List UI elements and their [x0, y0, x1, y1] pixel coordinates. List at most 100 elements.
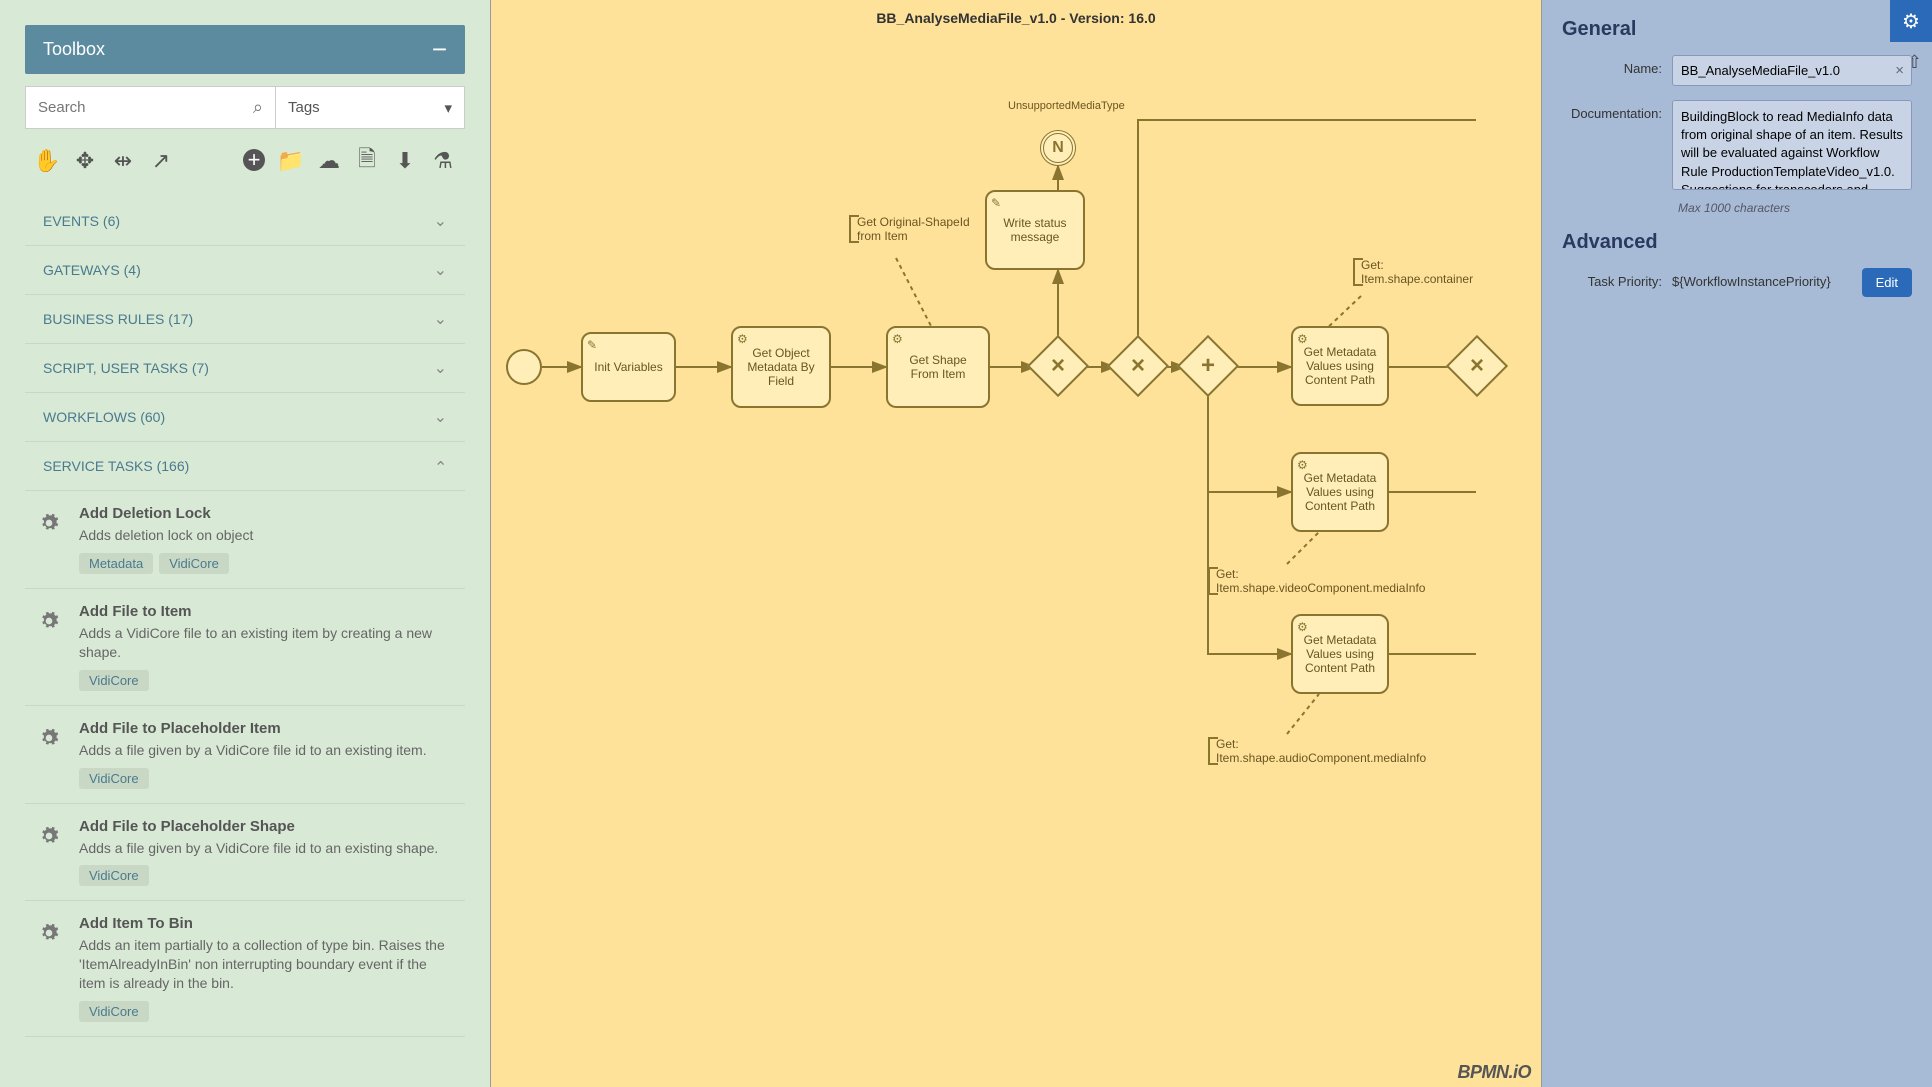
priority-label: Task Priority: [1562, 268, 1662, 289]
section-advanced: Advanced [1562, 231, 1912, 254]
intermediate-event[interactable]: N [1040, 130, 1076, 166]
search-input[interactable] [38, 99, 253, 116]
category-service-tasks[interactable]: SERVICE TASKS (166) ⌄ [25, 442, 465, 491]
x-icon: × [1051, 352, 1065, 380]
edit-button[interactable]: Edit [1862, 268, 1912, 297]
category-label: GATEWAYS (4) [43, 262, 141, 278]
search-input-wrap: ⌕ [25, 86, 275, 129]
move-tool-icon[interactable]: ✥ [73, 149, 97, 173]
canvas-title: BB_AnalyseMediaFile_v1.0 - Version: 16.0 [491, 10, 1541, 26]
task-title: Add Deletion Lock [79, 505, 451, 522]
gear-icon: ⚙ [1297, 620, 1308, 634]
doc-textarea[interactable] [1672, 100, 1912, 190]
task-add-file-to-placeholder-shape[interactable]: Add File to Placeholder Shape Adds a fil… [25, 804, 465, 902]
chevron-down-icon: ⌄ [434, 407, 447, 427]
toolbox-sidebar: Toolbox − ⌕ Tags ▾ ✋ ✥ ⇹ ↗ + 📁 ☁ 🗎 ⬇ ⚗ [0, 0, 490, 1087]
task-add-file-to-item[interactable]: Add File to Item Adds a VidiCore file to… [25, 589, 465, 706]
chevron-down-icon: ⌄ [434, 211, 447, 231]
task-add-deletion-lock[interactable]: Add Deletion Lock Adds deletion lock on … [25, 491, 465, 589]
task-title: Add File to Placeholder Item [79, 720, 451, 737]
gear-icon: ⚙ [1297, 332, 1308, 346]
gear-icon [39, 728, 59, 753]
add-icon[interactable]: + [243, 149, 265, 171]
section-general: General [1562, 18, 1912, 41]
node-label: Write status message [993, 216, 1077, 244]
task-get-metadata-3[interactable]: ⚙ Get Metadata Values using Content Path [1291, 614, 1389, 694]
gear-icon [39, 513, 59, 538]
tags-dropdown[interactable]: Tags ▾ [275, 86, 465, 129]
task-get-metadata-2[interactable]: ⚙ Get Metadata Values using Content Path [1291, 452, 1389, 532]
gateway-edge[interactable]: × [1446, 335, 1508, 397]
search-icon[interactable]: ⌕ [253, 97, 263, 118]
task-get-metadata-1[interactable]: ⚙ Get Metadata Values using Content Path [1291, 326, 1389, 406]
category-events[interactable]: EVENTS (6) ⌄ [25, 197, 465, 246]
gear-icon: ⚙ [1902, 9, 1920, 34]
gear-icon [39, 923, 59, 948]
gear-icon: ⚙ [892, 332, 903, 346]
task-desc: Adds deletion lock on object [79, 526, 451, 545]
category-gateways[interactable]: GATEWAYS (4) ⌄ [25, 246, 465, 295]
task-add-file-to-placeholder-item[interactable]: Add File to Placeholder Item Adds a file… [25, 706, 465, 804]
download-cloud-icon[interactable]: ☁ [317, 149, 341, 173]
hand-tool-icon[interactable]: ✋ [35, 149, 59, 173]
bpmn-canvas[interactable]: BB_AnalyseMediaFile_v1.0 - Version: 16.0 [490, 0, 1542, 1087]
x-icon: × [1131, 352, 1145, 380]
download-icon[interactable]: ⬇ [393, 149, 417, 173]
task-title: Add File to Item [79, 603, 451, 620]
annotation-text: Get Original-ShapeId from Item [857, 215, 970, 243]
category-label: BUSINESS RULES (17) [43, 311, 193, 327]
category-label: SCRIPT, USER TASKS (7) [43, 360, 209, 376]
flask-icon[interactable]: ⚗ [431, 149, 455, 173]
minimize-icon[interactable]: − [432, 43, 447, 56]
node-label: Init Variables [594, 360, 662, 374]
category-script-user-tasks[interactable]: SCRIPT, USER TASKS (7) ⌄ [25, 344, 465, 393]
node-label: Get Metadata Values using Content Path [1299, 345, 1381, 387]
annotation: Get: Item.shape.videoComponent.mediaInfo [1208, 567, 1418, 595]
event-glyph: N [1052, 139, 1064, 157]
file-icon[interactable]: 🗎 [355, 149, 379, 173]
folder-icon[interactable]: 📁 [279, 149, 303, 173]
annotation: Get: Item.shape.audioComponent.mediaInfo [1208, 737, 1418, 765]
start-event[interactable] [506, 349, 542, 385]
task-get-shape-from-item[interactable]: ⚙ Get Shape From Item [886, 326, 990, 408]
flow-connectors [491, 0, 1541, 1087]
task-desc: Adds a VidiCore file to an existing item… [79, 624, 451, 662]
gateway-exclusive-1[interactable]: × [1027, 335, 1089, 397]
task-tag: VidiCore [79, 865, 149, 886]
annotation-text: Get: Item.shape.audioComponent.mediaInfo [1216, 737, 1426, 765]
task-tag: VidiCore [79, 768, 149, 789]
name-label: Name: [1562, 55, 1662, 76]
task-tag: VidiCore [159, 553, 229, 574]
task-add-item-to-bin[interactable]: Add Item To Bin Adds an item partially t… [25, 901, 465, 1037]
chevron-down-icon: ▾ [444, 99, 452, 117]
task-desc: Adds a file given by a VidiCore file id … [79, 839, 451, 858]
doc-hint: Max 1000 characters [1678, 201, 1912, 215]
node-label: Get Object Metadata By Field [739, 346, 823, 388]
category-label: SERVICE TASKS (166) [43, 458, 189, 474]
intermediate-event-label: UnsupportedMediaType [1008, 100, 1108, 112]
tool-icons-row: ✋ ✥ ⇹ ↗ + 📁 ☁ 🗎 ⬇ ⚗ [25, 141, 465, 181]
chevron-down-icon: ⌄ [434, 309, 447, 329]
task-title: Add File to Placeholder Shape [79, 818, 451, 835]
toolbox-header: Toolbox − [25, 25, 465, 74]
task-get-object-metadata[interactable]: ⚙ Get Object Metadata By Field [731, 326, 831, 408]
settings-button[interactable]: ⚙ [1890, 0, 1932, 42]
connect-tool-icon[interactable]: ↗ [149, 149, 173, 173]
gear-icon: ⚙ [737, 332, 748, 346]
node-label: Get Shape From Item [894, 353, 982, 381]
doc-label: Documentation: [1562, 100, 1662, 121]
gateway-parallel[interactable]: + [1177, 335, 1239, 397]
gateway-exclusive-2[interactable]: × [1107, 335, 1169, 397]
category-workflows[interactable]: WORKFLOWS (60) ⌄ [25, 393, 465, 442]
space-tool-icon[interactable]: ⇹ [111, 149, 135, 173]
bpmn-logo: BPMN.iO [1457, 1062, 1531, 1083]
tags-label: Tags [288, 99, 320, 116]
gear-icon: ⚙ [1297, 458, 1308, 472]
task-write-status[interactable]: ✎ Write status message [985, 190, 1085, 270]
toolbox-title: Toolbox [43, 39, 105, 60]
name-input[interactable] [1672, 55, 1912, 86]
task-tag: VidiCore [79, 670, 149, 691]
task-init-variables[interactable]: ✎ Init Variables [581, 332, 676, 402]
clear-icon[interactable]: × [1895, 62, 1904, 79]
category-business-rules[interactable]: BUSINESS RULES (17) ⌄ [25, 295, 465, 344]
